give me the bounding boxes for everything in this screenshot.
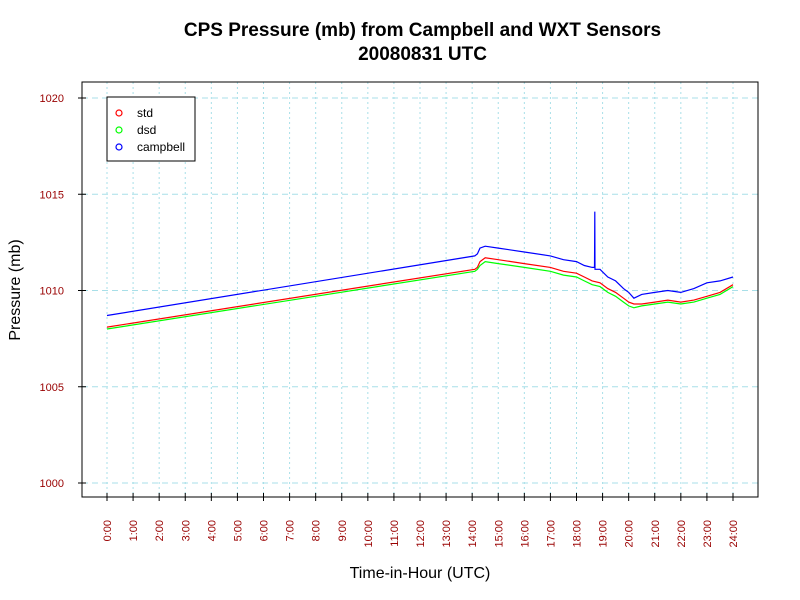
x-tick-label: 6:00 xyxy=(259,520,271,541)
y-tick-label: 1010 xyxy=(40,286,64,298)
legend-marker-dsd xyxy=(115,126,123,134)
x-tick-label: 8:00 xyxy=(311,520,323,541)
y-tick-label: 1015 xyxy=(40,189,64,201)
x-tick-label: 13:00 xyxy=(441,520,453,548)
x-tick-label: 18:00 xyxy=(572,520,584,548)
y-tick-label: 1020 xyxy=(40,93,64,105)
y-tick-label: 1005 xyxy=(40,382,64,394)
x-tick-label: 21:00 xyxy=(650,520,662,548)
x-tick-label: 0:00 xyxy=(102,520,114,541)
x-tick-label: 12:00 xyxy=(415,520,427,548)
x-tick-label: 3:00 xyxy=(180,520,192,541)
legend-box xyxy=(106,96,196,162)
x-tick-label: 22:00 xyxy=(676,520,688,548)
grid xyxy=(82,82,758,497)
series-line-dsd xyxy=(106,260,734,330)
x-tick-label: 10:00 xyxy=(363,520,375,548)
series-line-campbell xyxy=(106,211,734,317)
legend: std dsd campbell xyxy=(106,96,196,162)
legend-marker-campbell xyxy=(115,143,123,151)
x-tick-label: 20:00 xyxy=(624,520,636,548)
chart-subtitle: 20080831 UTC xyxy=(358,44,487,65)
x-tick-label: 16:00 xyxy=(519,520,531,548)
x-tick-label: 14:00 xyxy=(467,520,479,548)
series-lines xyxy=(106,211,734,330)
x-tick-label: 2:00 xyxy=(154,520,166,541)
x-tick-label: 7:00 xyxy=(285,520,297,541)
legend-marker-std xyxy=(115,109,123,117)
x-tick-label: 19:00 xyxy=(598,520,610,548)
x-tick-label: 5:00 xyxy=(232,520,244,541)
legend-label-campbell: campbell xyxy=(137,140,185,154)
x-tick-label: 4:00 xyxy=(206,520,218,541)
x-tick-label: 15:00 xyxy=(493,520,505,548)
y-tick-label: 1000 xyxy=(40,478,64,490)
x-axis-label: Time-in-Hour (UTC) xyxy=(350,565,491,582)
x-tick-label: 17:00 xyxy=(545,520,557,548)
x-tick-label: 23:00 xyxy=(702,520,714,548)
y-axis-label: Pressure (mb) xyxy=(7,239,24,340)
x-tick-label: 1:00 xyxy=(128,520,140,541)
legend-label-dsd: dsd xyxy=(137,123,156,137)
x-tick-label: 24:00 xyxy=(728,520,740,548)
legend-label-std: std xyxy=(137,106,153,120)
series-line-std xyxy=(106,257,734,328)
x-tick-label: 9:00 xyxy=(337,520,349,541)
axis-ticks: 0:00 1:00 2:00 3:00 4:00 5:00 6:00 7:00 8:00 9:00… xyxy=(40,93,740,548)
x-tick-label: 11:00 xyxy=(389,520,401,547)
chart-title: CPS Pressure (mb) from Campbell and WXT … xyxy=(183,20,662,41)
